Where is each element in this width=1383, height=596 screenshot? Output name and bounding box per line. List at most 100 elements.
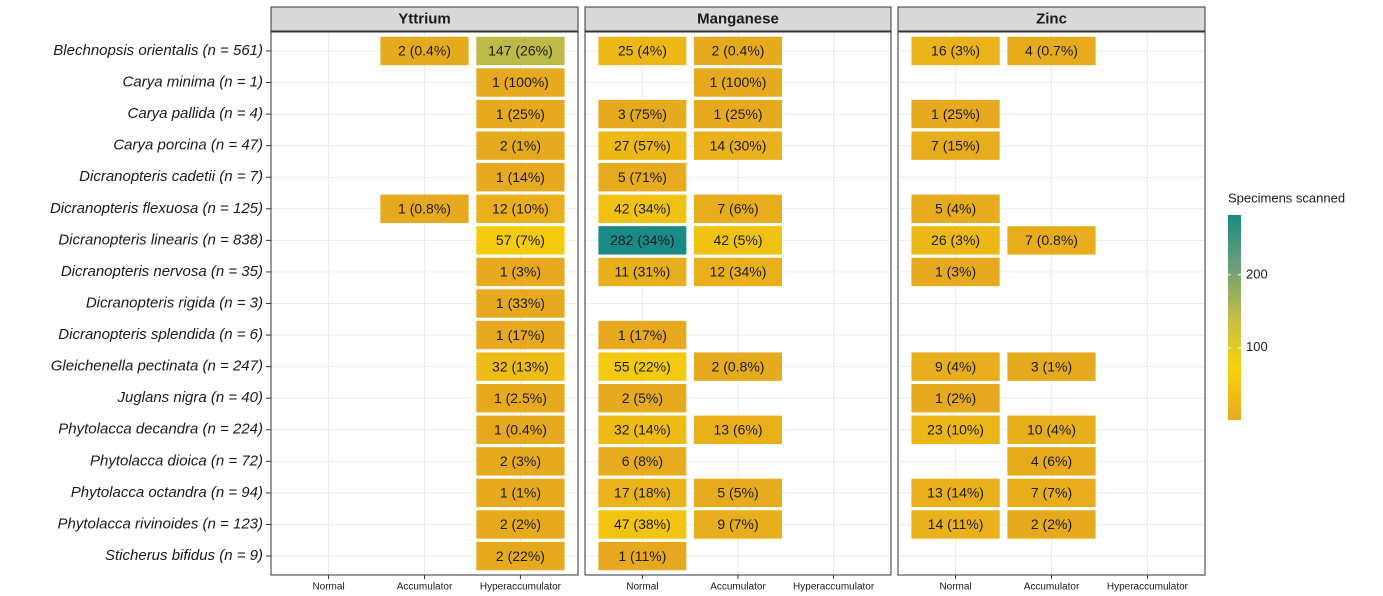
row-label: Carya minima (n = 1) bbox=[123, 73, 263, 90]
row-label: Sticherus bifidus (n = 9) bbox=[105, 547, 263, 564]
tile bbox=[1007, 36, 1096, 66]
tile bbox=[598, 163, 687, 192]
tile bbox=[911, 36, 1000, 66]
tile-label: 55 (22%) bbox=[614, 358, 671, 374]
tile bbox=[476, 257, 565, 287]
tile-label: 282 (34%) bbox=[610, 232, 675, 248]
tile bbox=[598, 415, 687, 444]
tile-label: 2 (1%) bbox=[500, 137, 541, 153]
tile bbox=[1007, 415, 1096, 444]
tile-label: 2 (3%) bbox=[500, 453, 541, 469]
tile-label: 1 (17%) bbox=[496, 327, 545, 343]
tile-label: 1 (11%) bbox=[618, 548, 666, 564]
tile bbox=[476, 194, 565, 223]
facet-title: Zinc bbox=[1036, 10, 1067, 27]
tile bbox=[476, 131, 565, 160]
tile bbox=[380, 194, 469, 223]
tile-label: 4 (0.7%) bbox=[1025, 43, 1078, 59]
tile-label: 1 (0.4%) bbox=[494, 421, 547, 437]
x-tick-label: Normal bbox=[939, 582, 971, 593]
tile bbox=[694, 352, 782, 381]
tile-label: 32 (14%) bbox=[614, 421, 671, 437]
tile-label: 1 (14%) bbox=[496, 169, 545, 185]
tile bbox=[911, 226, 1000, 255]
tile-label: 1 (100%) bbox=[710, 74, 767, 90]
tile-label: 1 (33%) bbox=[496, 295, 545, 311]
row-label: Carya porcina (n = 47) bbox=[113, 137, 263, 154]
tile bbox=[694, 99, 782, 129]
tile bbox=[476, 226, 565, 255]
tile bbox=[911, 384, 1000, 413]
tile-label: 17 (18%) bbox=[614, 485, 671, 501]
tile bbox=[476, 541, 565, 571]
row-label: Phytolacca octandra (n = 94) bbox=[71, 484, 263, 501]
row-label: Dicranopteris flexuosa (n = 125) bbox=[50, 200, 263, 217]
x-tick-label: Normal bbox=[626, 582, 658, 593]
row-label: Phytolacca dioica (n = 72) bbox=[90, 452, 263, 469]
row-label: Phytolacca rivinoides (n = 123) bbox=[57, 515, 263, 532]
tile bbox=[476, 68, 565, 97]
facet-strip bbox=[270, 6, 579, 32]
tile-label: 11 (31%) bbox=[614, 264, 670, 280]
tile bbox=[694, 194, 782, 223]
tile-label: 2 (5%) bbox=[622, 390, 663, 406]
tile-label: 2 (0.4%) bbox=[712, 43, 765, 59]
tile-label: 1 (2%) bbox=[935, 390, 976, 406]
colorbar-label: 200 bbox=[1246, 266, 1268, 281]
tile-label: 3 (1%) bbox=[1031, 358, 1072, 374]
colorbar bbox=[1228, 215, 1241, 420]
tile-label: 16 (3%) bbox=[931, 43, 980, 59]
tile-label: 6 (8%) bbox=[622, 453, 663, 469]
legend-title: Specimens scanned bbox=[1228, 190, 1345, 205]
tile bbox=[598, 510, 687, 539]
tile-label: 7 (15%) bbox=[931, 137, 980, 153]
tile-label: 147 (26%) bbox=[488, 43, 553, 59]
x-tick-label: Accumulator bbox=[710, 582, 766, 593]
tile-label: 1 (3%) bbox=[500, 264, 541, 280]
tile bbox=[476, 320, 565, 350]
row-label: Blechnopsis orientalis (n = 561) bbox=[53, 42, 263, 59]
colorbar-label: 100 bbox=[1246, 339, 1268, 354]
tile-label: 2 (0.4%) bbox=[398, 43, 451, 59]
tile-label: 14 (30%) bbox=[710, 137, 767, 153]
x-tick-label: Hyperaccumulator bbox=[793, 582, 875, 593]
tile-label: 2 (2%) bbox=[500, 516, 541, 532]
tile bbox=[694, 226, 782, 255]
x-tick-label: Normal bbox=[312, 582, 344, 593]
tile-label: 1 (25%) bbox=[713, 106, 762, 122]
facet-strip bbox=[584, 6, 892, 32]
tile bbox=[1007, 352, 1096, 381]
tile bbox=[911, 131, 1000, 160]
tile-label: 7 (7%) bbox=[1031, 485, 1072, 501]
tile-label: 12 (34%) bbox=[710, 264, 767, 280]
tile-label: 32 (13%) bbox=[492, 358, 549, 374]
tile bbox=[911, 99, 1000, 129]
tile-label: 27 (57%) bbox=[614, 137, 671, 153]
row-label: Gleichenella pectinata (n = 247) bbox=[51, 358, 263, 375]
tile bbox=[476, 510, 565, 539]
tile bbox=[476, 352, 565, 381]
tile-label: 5 (5%) bbox=[717, 485, 758, 501]
tile bbox=[476, 478, 565, 508]
facet-title: Yttrium bbox=[398, 10, 451, 27]
tile bbox=[598, 194, 687, 223]
tile bbox=[598, 478, 687, 508]
tile bbox=[476, 289, 565, 318]
tile-label: 3 (75%) bbox=[618, 106, 667, 122]
x-tick-label: Hyperaccumulator bbox=[1107, 582, 1189, 593]
tile-label: 13 (6%) bbox=[713, 421, 762, 437]
tile bbox=[694, 68, 782, 97]
tile-label: 10 (4%) bbox=[1027, 421, 1076, 437]
tile bbox=[598, 131, 687, 160]
tile bbox=[598, 36, 687, 66]
tile bbox=[694, 510, 782, 539]
tile bbox=[598, 320, 687, 350]
tile bbox=[911, 352, 1000, 381]
tile-label: 47 (38%) bbox=[614, 516, 671, 532]
tile bbox=[476, 36, 565, 66]
tile-label: 5 (4%) bbox=[935, 200, 976, 216]
tile-label: 1 (25%) bbox=[496, 106, 545, 122]
tile bbox=[598, 352, 687, 381]
tile bbox=[598, 257, 687, 287]
